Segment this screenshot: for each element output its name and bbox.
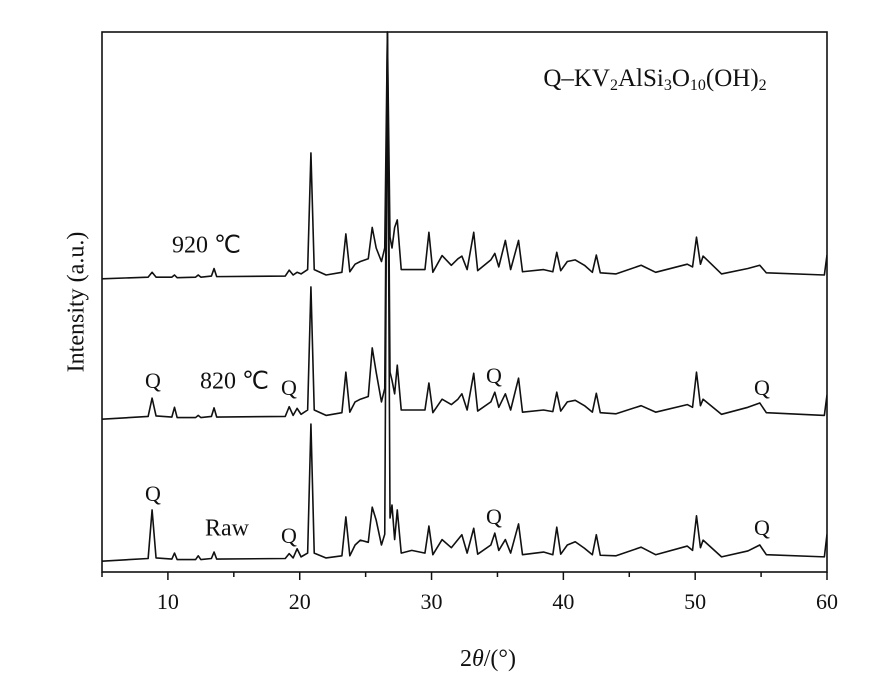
peak-marker: Q — [486, 504, 502, 529]
peak-marker: Q — [754, 515, 770, 540]
peak-marker: Q — [145, 368, 161, 393]
series-label: 820 ℃ — [200, 369, 269, 395]
x-axis-label: 2θ/(°) — [460, 646, 516, 672]
series-label: Raw — [205, 516, 250, 542]
x-tick-label: 60 — [816, 589, 838, 614]
peak-marker: Q — [145, 481, 161, 506]
x-tick-label: 40 — [552, 589, 574, 614]
phase-legend: Q–KV2AlSi3O10(OH)2 — [543, 65, 766, 94]
series-line — [102, 31, 827, 280]
x-tick-label: 10 — [157, 589, 179, 614]
series-line — [102, 31, 827, 420]
peak-marker: Q — [754, 375, 770, 400]
peak-marker: Q — [281, 523, 297, 548]
plot-frame — [101, 31, 828, 573]
x-tick-label: 30 — [421, 589, 443, 614]
peak-marker: Q — [486, 363, 502, 388]
x-tick-label: 50 — [684, 589, 706, 614]
y-axis-label: Intensity (a.u.) — [64, 232, 90, 373]
peak-marker: Q — [281, 375, 297, 400]
x-tick-label: 20 — [289, 589, 311, 614]
series-label: 920 ℃ — [172, 233, 241, 259]
series-line — [102, 31, 827, 562]
